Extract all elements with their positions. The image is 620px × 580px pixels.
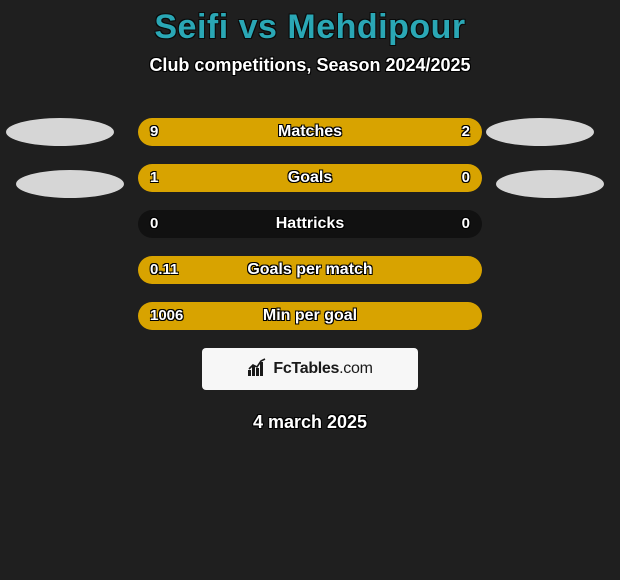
subtitle: Club competitions, Season 2024/2025	[0, 55, 620, 76]
bar-left-fill	[138, 302, 482, 330]
stat-row: Hattricks00	[0, 210, 620, 238]
stat-value-right: 0	[462, 164, 470, 192]
fctables-logo: FcTables.com	[202, 348, 418, 390]
stat-value-right: 0	[462, 210, 470, 238]
bar-left-fill	[138, 118, 399, 146]
stat-row: Matches92	[0, 118, 620, 146]
fctables-logo-text: FcTables.com	[273, 360, 372, 378]
stat-value-left: 0	[150, 210, 158, 238]
stat-value-right: 2	[462, 118, 470, 146]
bar-left-fill	[138, 256, 482, 284]
stat-value-left: 0.11	[150, 256, 178, 284]
stat-value-left: 9	[150, 118, 158, 146]
stat-value-left: 1006	[150, 302, 183, 330]
stat-row: Min per goal1006	[0, 302, 620, 330]
date-label: 4 march 2025	[0, 412, 620, 433]
stats-area: Matches92Goals10Hattricks00Goals per mat…	[0, 118, 620, 433]
page-title: Seifi vs Mehdipour	[0, 0, 620, 47]
stat-value-left: 1	[150, 164, 158, 192]
bar-left-fill	[138, 164, 399, 192]
stat-row: Goals per match0.11	[0, 256, 620, 284]
fctables-bars-icon	[247, 358, 269, 381]
bar-background	[138, 210, 482, 238]
stat-row: Goals10	[0, 164, 620, 192]
